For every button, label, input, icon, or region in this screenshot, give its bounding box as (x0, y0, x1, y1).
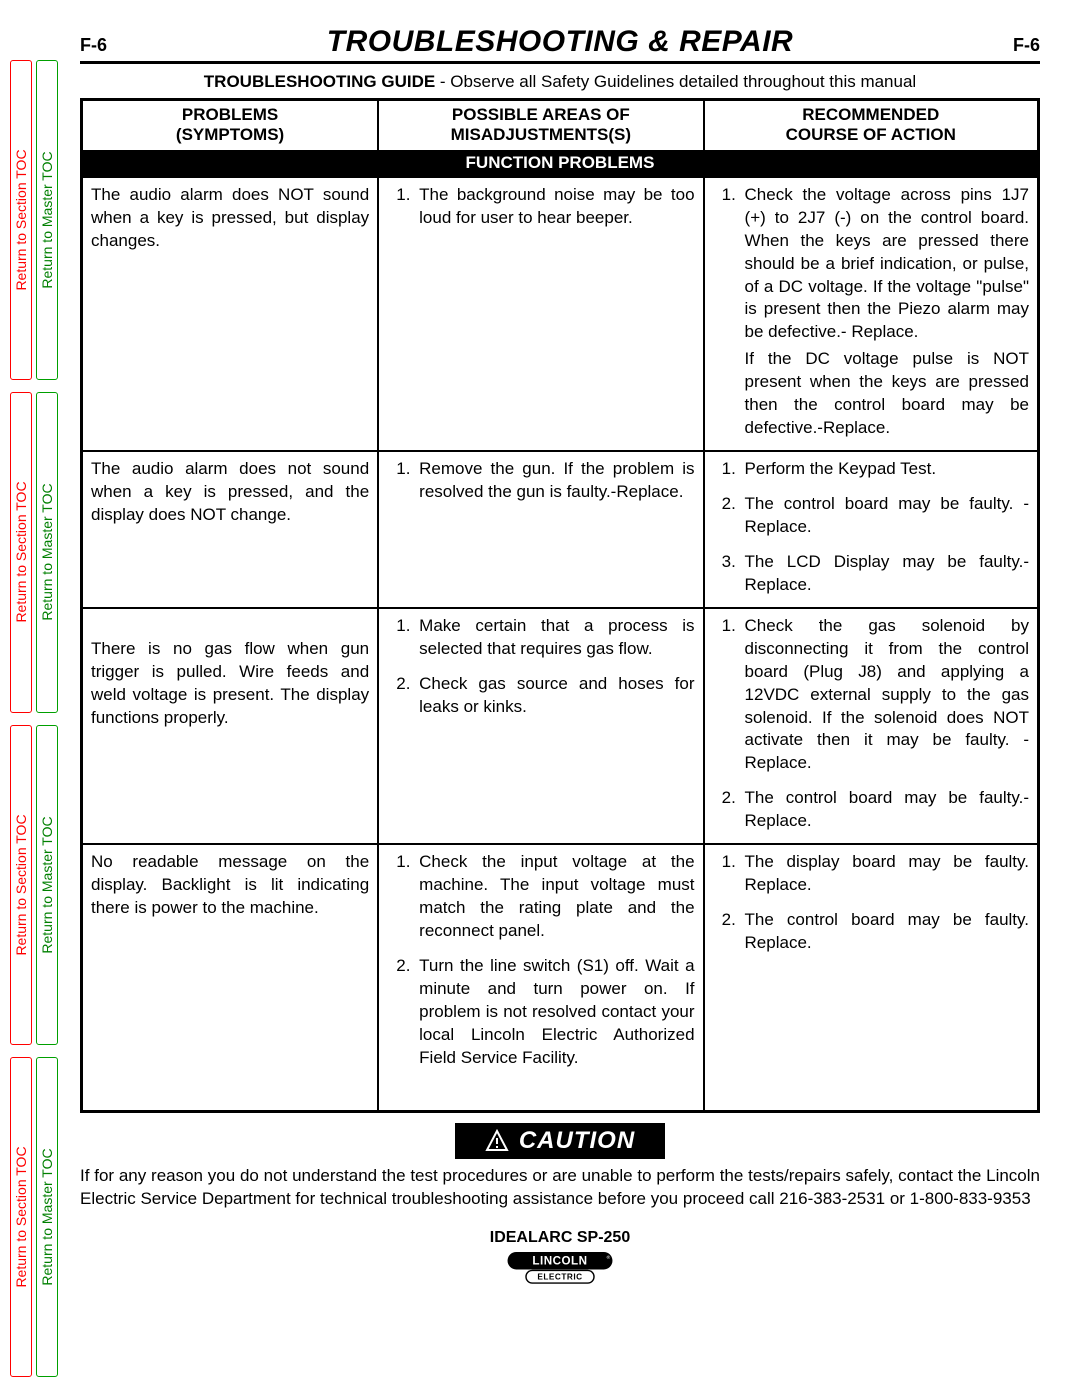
side-navigation: Return to Section TOC Return to Section T… (10, 60, 60, 1377)
guide-prefix: TROUBLESHOOTING GUIDE (204, 72, 435, 91)
page-number-right: F-6 (1013, 35, 1040, 56)
caution-text: If for any reason you do not understand … (80, 1165, 1040, 1211)
list-item: Make certain that a process is selected … (415, 615, 694, 661)
page-content: F-6 TROUBLESHOOTING & REPAIR F-6 TROUBLE… (80, 25, 1040, 1290)
misadjust-cell: Check the input voltage at the machine. … (378, 844, 703, 1111)
caution-badge: CAUTION (455, 1123, 665, 1159)
return-section-toc-link[interactable]: Return to Section TOC (10, 725, 32, 1045)
misadjust-cell: Make certain that a process is selected … (378, 608, 703, 844)
list-item: Check gas source and hoses for leaks or … (415, 673, 694, 719)
troubleshooting-table: PROBLEMS(SYMPTOMS) POSSIBLE AREAS OFMISA… (80, 98, 1040, 1113)
svg-text:ELECTRIC: ELECTRIC (537, 1272, 582, 1281)
return-master-toc-link[interactable]: Return to Master TOC (36, 392, 58, 712)
return-section-toc-link[interactable]: Return to Section TOC (10, 1057, 32, 1377)
return-section-toc-link[interactable]: Return to Section TOC (10, 60, 32, 380)
action-cell: The display board may be faulty. Replace… (704, 844, 1039, 1111)
problem-cell: The audio alarm does NOT sound when a ke… (82, 177, 379, 451)
page-header: F-6 TROUBLESHOOTING & REPAIR F-6 (80, 25, 1040, 64)
action-cell: Check the gas solenoid by disconnecting … (704, 608, 1039, 844)
return-master-toc-link[interactable]: Return to Master TOC (36, 725, 58, 1045)
col-header-misadjust: POSSIBLE AREAS OFMISADJUSTMENTS(S) (378, 100, 703, 150)
list-item: Check the gas solenoid by disconnecting … (741, 615, 1029, 776)
action-cell: Perform the Keypad Test. The control boar… (704, 451, 1039, 608)
lincoln-electric-logo: LINCOLN ® ELECTRIC (505, 1251, 615, 1290)
page-footer: IDEALARC SP-250 LINCOLN ® ELECTRIC (80, 1229, 1040, 1290)
guide-subtitle: TROUBLESHOOTING GUIDE - Observe all Safe… (80, 72, 1040, 92)
guide-rest: - Observe all Safety Guidelines detailed… (435, 72, 916, 91)
list-item: Check the input voltage at the machine. … (415, 851, 694, 943)
list-item: The control board may be faulty. Replace… (741, 909, 1029, 955)
list-item: The LCD Display may be faulty.-Replace. (741, 551, 1029, 597)
return-master-toc-link[interactable]: Return to Master TOC (36, 1057, 58, 1377)
action-cell: Check the voltage across pins 1J7 (+) to… (704, 177, 1039, 451)
model-name: IDEALARC SP-250 (80, 1229, 1040, 1247)
col-header-problems: PROBLEMS(SYMPTOMS) (82, 100, 379, 150)
problem-cell: The audio alarm does not sound when a ke… (82, 451, 379, 608)
misadjust-cell: Remove the gun. If the problem is resolv… (378, 451, 703, 608)
problem-cell: There is no gas flow when gun trigger is… (82, 608, 379, 844)
misadjust-cell: The background noise may be too loud for… (378, 177, 703, 451)
problem-cell: No readable message on the display. Back… (82, 844, 379, 1111)
list-item: Check the voltage across pins 1J7 (+) to… (741, 184, 1029, 440)
return-section-toc-link[interactable]: Return to Section TOC (10, 392, 32, 712)
list-item: Remove the gun. If the problem is resolv… (415, 458, 694, 504)
list-item: Perform the Keypad Test. (741, 458, 1029, 481)
warning-icon (485, 1129, 509, 1153)
list-item: The display board may be faulty. Replace… (741, 851, 1029, 897)
list-item: Turn the line switch (S1) off. Wait a mi… (415, 955, 694, 1070)
svg-text:LINCOLN: LINCOLN (532, 1254, 587, 1267)
list-item: The control board may be faulty. - Repla… (741, 493, 1029, 539)
section-header: FUNCTION PROBLEMS (82, 150, 1039, 177)
page-title: TROUBLESHOOTING & REPAIR (327, 25, 793, 59)
list-item: The control board may be faulty.-Replace… (741, 787, 1029, 833)
return-master-toc-link[interactable]: Return to Master TOC (36, 60, 58, 380)
col-header-action: RECOMMENDEDCOURSE OF ACTION (704, 100, 1039, 150)
caution-label: CAUTION (519, 1127, 635, 1155)
list-item: The background noise may be too loud for… (415, 184, 694, 230)
page-number-left: F-6 (80, 35, 107, 56)
